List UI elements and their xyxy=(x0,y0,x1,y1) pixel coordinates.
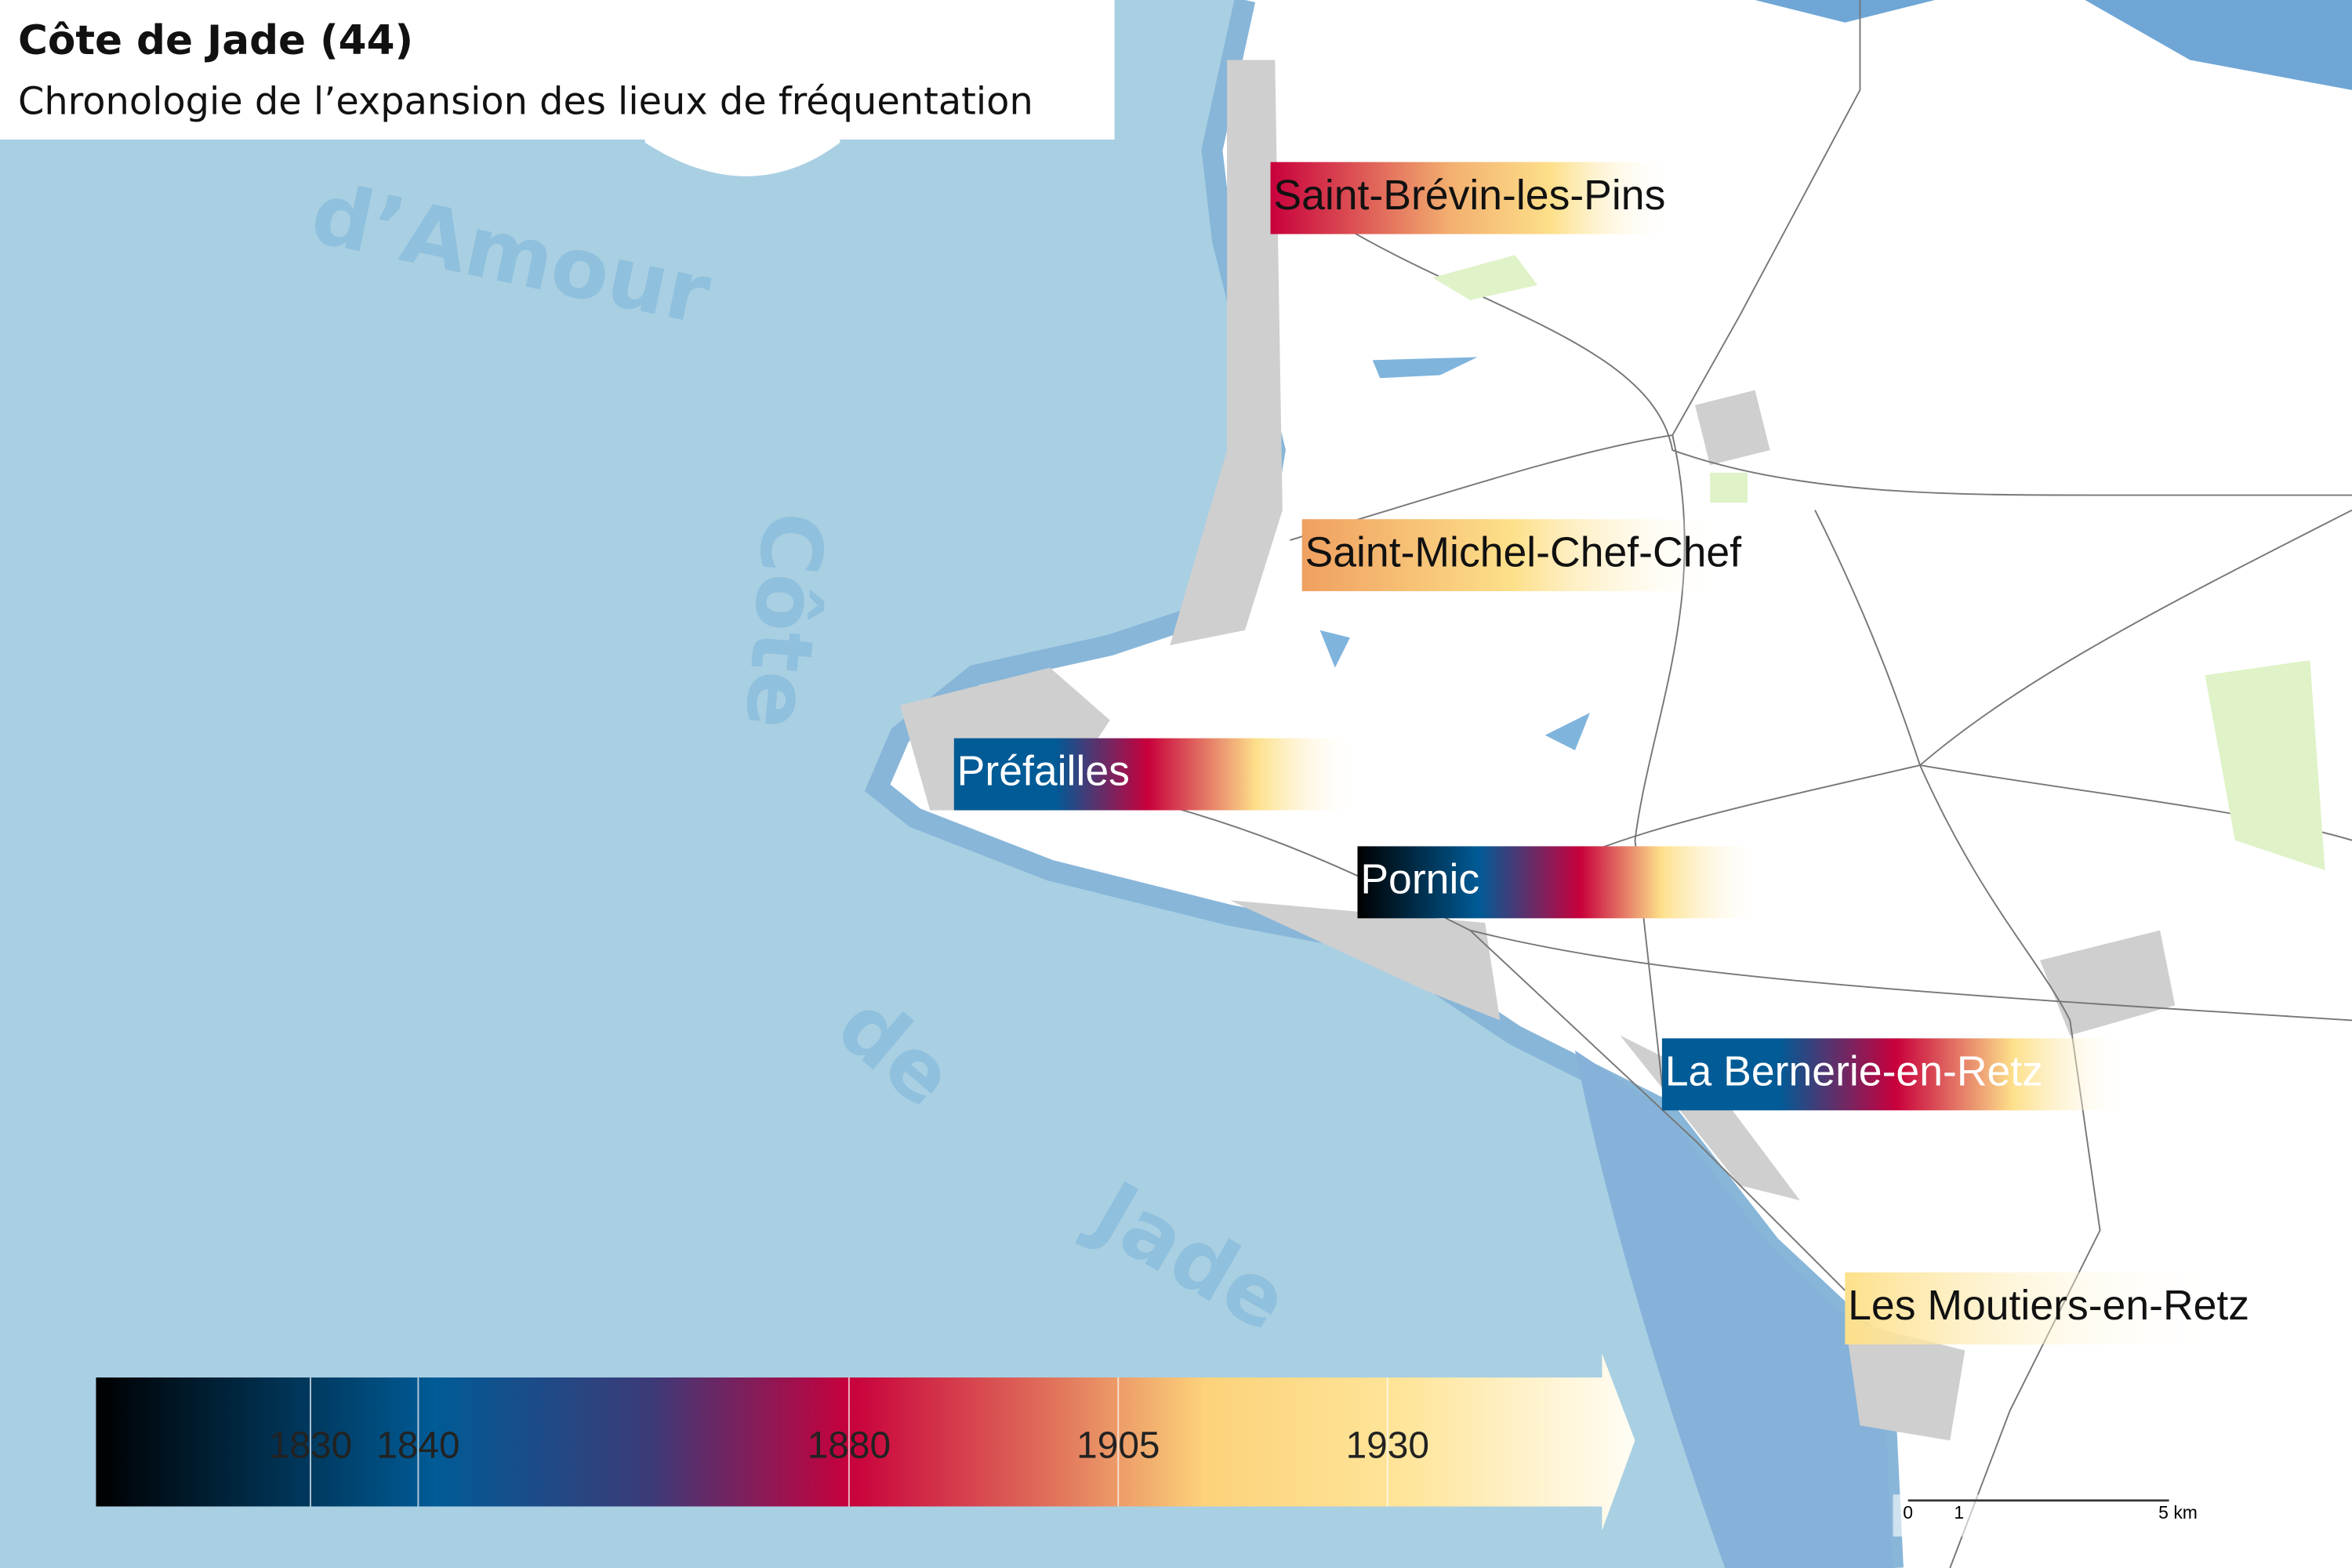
place-band xyxy=(1301,519,1726,592)
title-box xyxy=(0,0,1115,140)
place-band xyxy=(1845,1272,2220,1345)
scale-bar: 0 1 5 km xyxy=(1893,1494,2209,1537)
place-labels: Saint-Brévin-les-Pins Saint-Michel-Chef-… xyxy=(953,162,2249,1345)
sea-label: Côte xyxy=(726,508,842,732)
timeline-bar xyxy=(96,1353,1635,1531)
timeline-label: 1840 xyxy=(376,1425,459,1467)
place-band xyxy=(1661,1038,2130,1111)
scale-label: 5 km xyxy=(2158,1502,2198,1523)
place-label: Pornic xyxy=(1360,857,1479,903)
place-label: Préfailles xyxy=(957,749,1130,795)
place-band xyxy=(1357,846,1763,919)
place-band xyxy=(1270,162,1673,234)
place-label: Les Moutiers-en-Retz xyxy=(1848,1283,2249,1329)
lakes xyxy=(1319,357,1591,750)
bay xyxy=(1574,1050,1893,1568)
parks xyxy=(1432,255,2325,871)
subtitle: Chronologie de l’expansion des lieux de … xyxy=(18,80,1033,123)
place-label: Saint-Brévin-les-Pins xyxy=(1273,172,1665,219)
place-band xyxy=(953,738,1358,811)
timeline-label: 1830 xyxy=(269,1425,352,1467)
timeline-label: 1905 xyxy=(1076,1425,1160,1467)
scale-label: 1 xyxy=(1954,1502,1964,1523)
place-label: La Bernerie-en-Retz xyxy=(1665,1048,2043,1094)
estuary xyxy=(1755,0,2352,90)
scale-label: 0 xyxy=(1903,1502,1913,1523)
title: Côte de Jade (44) xyxy=(18,17,413,64)
timeline-ticks: 1830 1840 1880 1905 1930 xyxy=(269,1377,1429,1507)
timeline-label: 1930 xyxy=(1346,1425,1429,1467)
timeline-label: 1880 xyxy=(808,1425,891,1467)
place-label: Saint-Michel-Chef-Chef xyxy=(1305,529,1742,575)
land xyxy=(877,0,2352,1568)
